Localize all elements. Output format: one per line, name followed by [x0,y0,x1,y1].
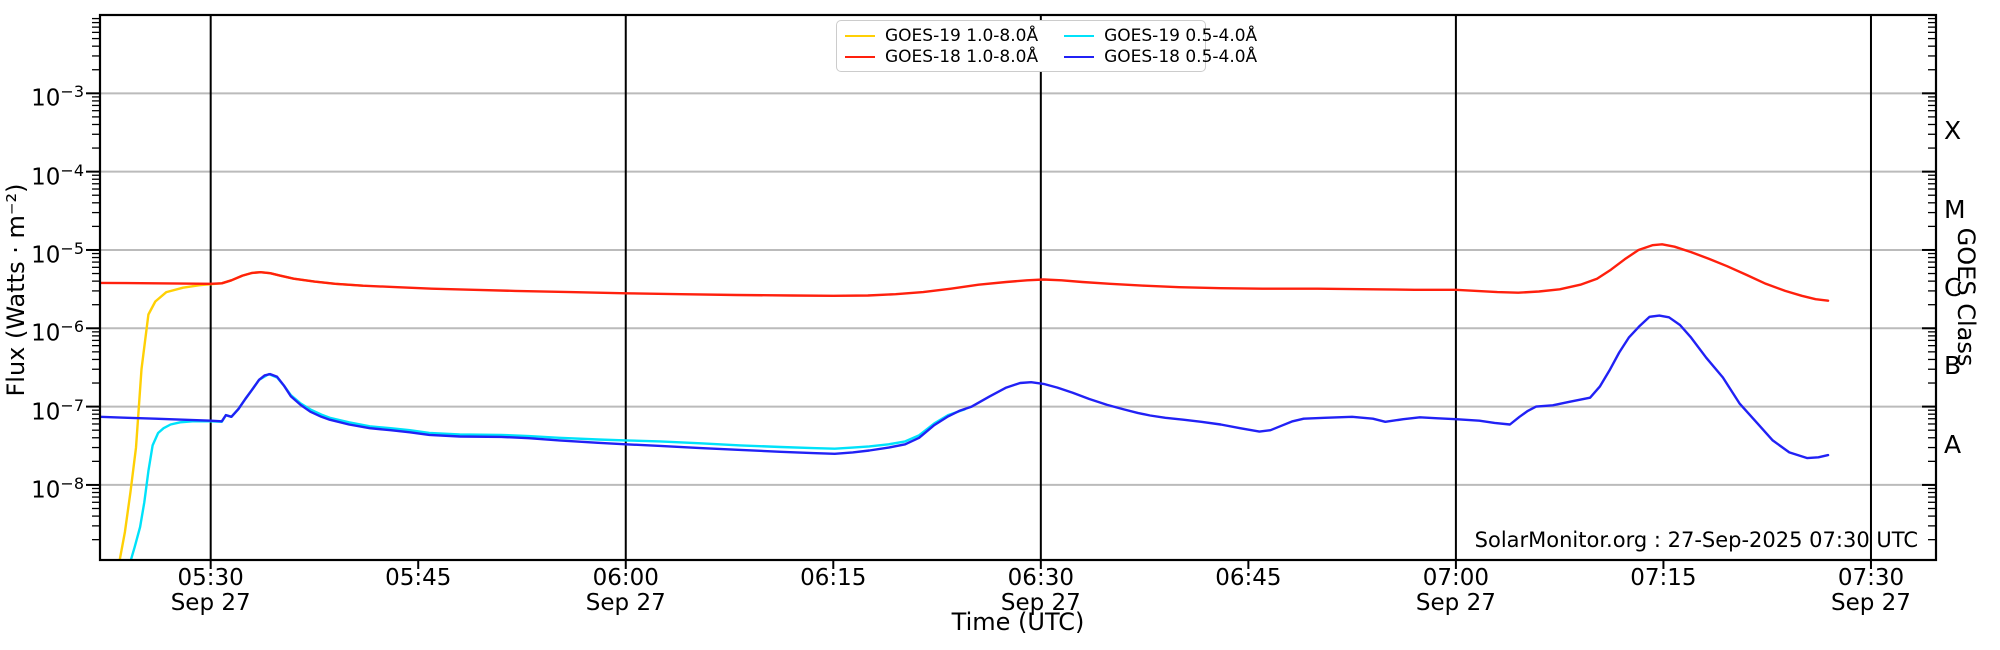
y-tick-label: 10−7 [31,395,84,426]
x-tick-label: 07:15 [1630,565,1697,591]
legend-label: GOES-19 1.0-8.0Å [885,25,1039,46]
plot-border [98,13,1938,562]
series-line-goes18_long [100,243,1830,302]
legend-item: GOES-18 0.5-4.0Å [1064,46,1257,67]
x-tick-label: 07:00 Sep 27 [1415,565,1496,616]
legend-line-swatch [845,34,875,37]
goes-class-c: C [1944,273,1962,303]
y-tick-label: 10−8 [31,473,84,504]
y-tick-label: 10−4 [31,160,84,191]
legend-line-swatch [1064,34,1095,37]
x-tick-label: 06:00 Sep 27 [585,565,666,616]
goes-class-b: B [1944,351,1962,381]
y-axis-label: Flux (Watts · m⁻²) [2,183,30,397]
x-tick-label: 06:30 Sep 27 [1000,565,1081,616]
legend: GOES-19 1.0-8.0Å GOES-18 1.0-8.0Å GOES-19 … [836,20,1257,72]
series-line-goes18_short [100,314,1830,460]
goes-class-x: X [1944,116,1962,146]
watermark-text: SolarMonitor.org : 27-Sep-2025 07:30 UTC [1474,528,1918,552]
legend-item: GOES-18 1.0-8.0Å [845,46,1038,67]
legend-label: GOES-19 0.5-4.0Å [1104,25,1258,46]
x-tick-label: 05:30 Sep 27 [170,565,251,616]
x-tick-label: 06:45 [1215,565,1282,591]
legend-item: GOES-19 1.0-8.0Å [845,25,1038,46]
legend-item: GOES-19 0.5-4.0Å [1064,25,1257,46]
x-axis-label: Time (UTC) [951,608,1085,636]
legend-line-swatch [1064,55,1095,58]
y-tick-label: 10−3 [31,82,84,112]
right-axis-label: GOES Class [1952,227,1980,367]
series-line-goes19_short [129,372,966,560]
y-tick-label: 10−6 [31,317,84,347]
x-tick-label: 07:30 Sep 27 [1831,565,1911,616]
x-tick-label: 05:45 [385,565,452,591]
legend-label: GOES-18 1.0-8.0Å [885,46,1039,67]
x-tick-label: 06:15 [800,565,867,591]
legend-line-swatch [845,55,875,58]
goes-class-m: M [1944,194,1966,224]
y-tick-label: 10−5 [31,238,84,269]
legend-label: GOES-18 0.5-4.0Å [1104,46,1258,67]
goes-class-a: A [1944,429,1962,459]
